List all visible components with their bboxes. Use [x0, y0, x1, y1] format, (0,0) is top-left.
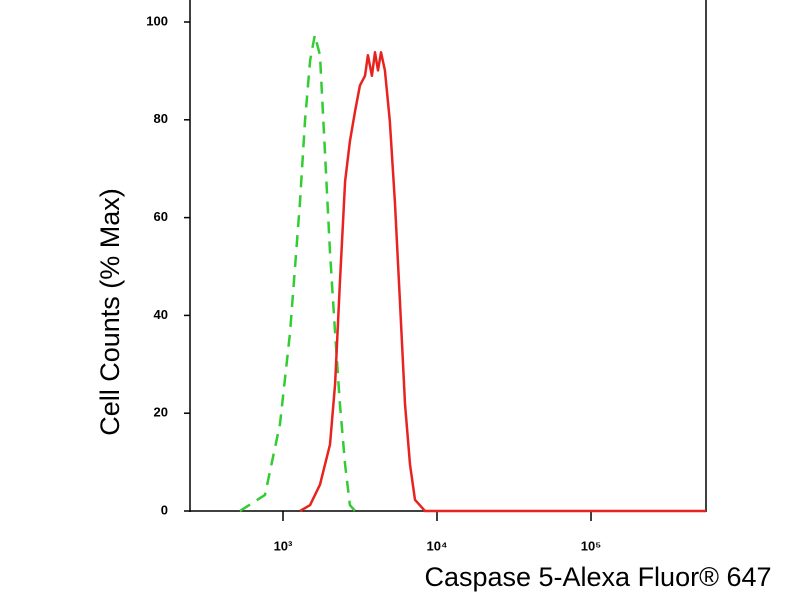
x-tick-label: 10⁵	[581, 538, 602, 553]
y-tick-label: 0	[161, 502, 168, 517]
series-line	[239, 33, 357, 513]
y-tick-label: 20	[154, 405, 168, 420]
y-axis-label: Cell Counts (% Max)	[95, 188, 125, 436]
x-tick-label: 10³	[274, 538, 293, 553]
x-axis-label: Caspase 5-Alexa Fluor® 647	[424, 562, 771, 592]
y-tick-label: 100	[146, 13, 168, 28]
y-tick-label: 60	[154, 209, 168, 224]
y-tick-label: 40	[154, 307, 168, 322]
x-tick-label: 10⁴	[427, 538, 448, 553]
series-line	[299, 51, 706, 513]
y-tick-label: 80	[154, 111, 168, 126]
